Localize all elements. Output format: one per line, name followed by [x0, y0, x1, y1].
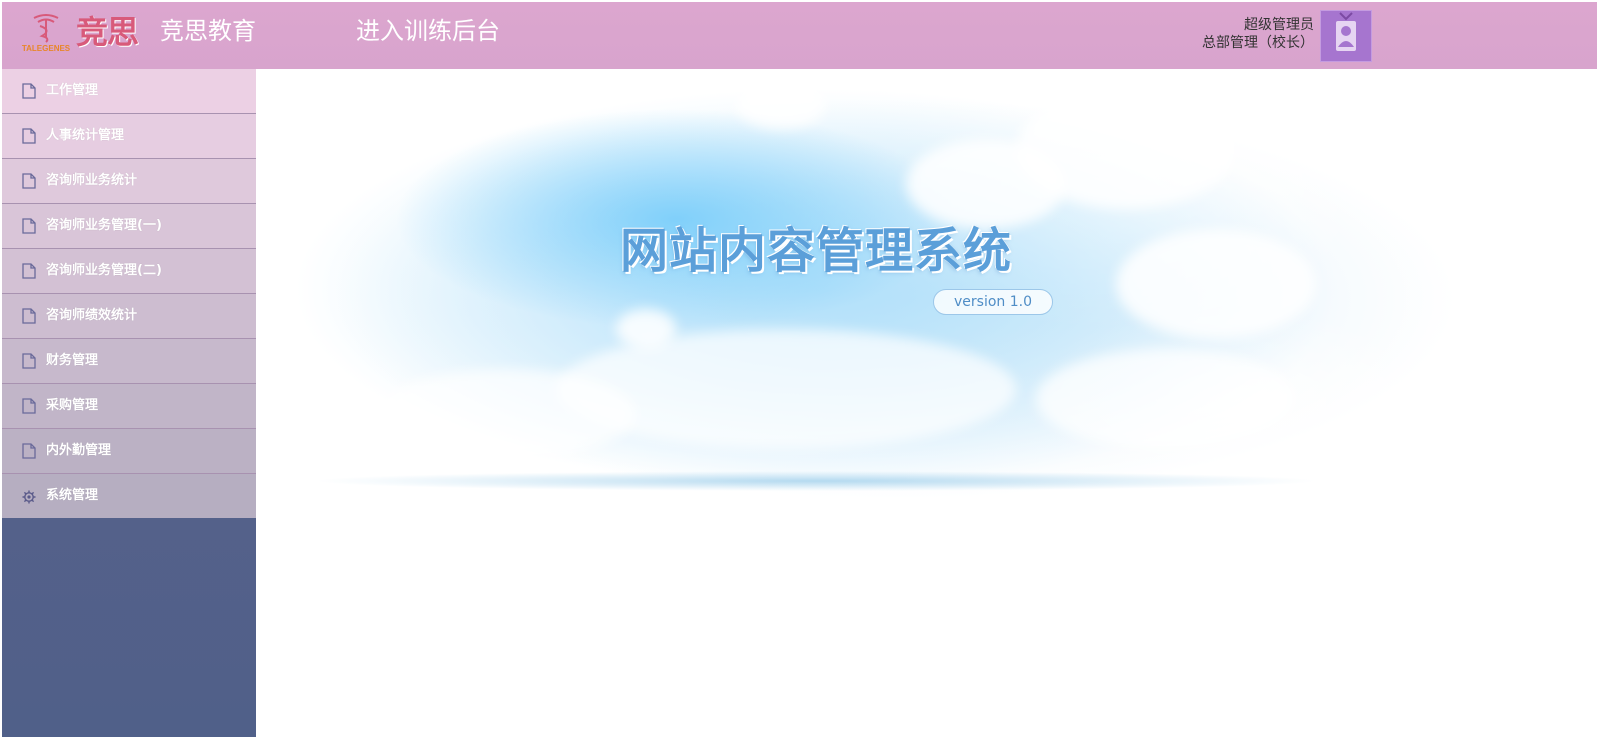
sidebar-item-label: 内外勤管理 [46, 443, 112, 458]
gear-icon [22, 490, 36, 504]
sidebar-item-attendance[interactable]: 内外勤管理 [2, 429, 256, 474]
document-icon [22, 263, 36, 279]
document-icon [22, 218, 36, 234]
sidebar-item-system[interactable]: 系统管理 [2, 474, 256, 518]
user-badge-icon [1336, 12, 1356, 51]
sidebar-item-hr-stats[interactable]: 人事统计管理 [2, 114, 256, 159]
sidebar-item-label: 咨询师业务管理(二) [46, 263, 162, 278]
page-title: 网站内容管理系统 [619, 223, 1012, 279]
logo-sub: TALEGENES [22, 44, 71, 53]
sidebar-item-label: 咨询师业务管理(一) [46, 218, 162, 233]
enter-training-backend-link[interactable]: 进入训练后台 [356, 17, 500, 45]
sidebar: 工作管理 人事统计管理 咨询师业务统计 咨询师业务管理(一) 咨询师业务管理(二… [2, 69, 256, 737]
logo: TALEGENES 竞思 [20, 12, 150, 54]
sidebar-item-work[interactable]: 工作管理 [2, 69, 256, 114]
sky-background [256, 69, 1597, 539]
version-badge: version 1.0 [933, 289, 1053, 315]
document-icon [22, 173, 36, 189]
avatar[interactable] [1320, 10, 1372, 62]
sidebar-item-finance[interactable]: 财务管理 [2, 339, 256, 384]
document-icon [22, 398, 36, 414]
document-icon [22, 443, 36, 459]
sidebar-item-consultant-mgmt-2[interactable]: 咨询师业务管理(二) [2, 249, 256, 294]
sidebar-item-label: 采购管理 [46, 398, 99, 413]
logo-mark-icon: TALEGENES [22, 14, 71, 53]
logo-text: 竞思 [76, 13, 139, 51]
document-icon [22, 308, 36, 324]
sidebar-item-consultant-mgmt-1[interactable]: 咨询师业务管理(一) [2, 204, 256, 249]
document-icon [22, 83, 36, 99]
sidebar-item-purchasing[interactable]: 采购管理 [2, 384, 256, 429]
document-icon [22, 353, 36, 369]
user-role: 总部管理（校长） [1202, 35, 1314, 51]
user-name: 超级管理员 [1244, 17, 1314, 33]
sidebar-item-label: 人事统计管理 [46, 128, 125, 143]
sidebar-item-label: 系统管理 [46, 488, 99, 503]
sidebar-item-label: 工作管理 [46, 83, 99, 98]
sidebar-item-label: 咨询师绩效统计 [46, 308, 138, 323]
sidebar-item-consultant-performance[interactable]: 咨询师绩效统计 [2, 294, 256, 339]
top-header: TALEGENES 竞思 竞思教育 进入训练后台 超级管理员 总部管理（校长） [2, 2, 1597, 69]
document-icon [22, 128, 36, 144]
sidebar-item-label: 咨询师业务统计 [46, 173, 138, 188]
user-info: 超级管理员 总部管理（校长） [1142, 16, 1314, 52]
sidebar-item-consultant-stats[interactable]: 咨询师业务统计 [2, 159, 256, 204]
brand-name: 竞思教育 [160, 17, 256, 45]
sidebar-item-label: 财务管理 [46, 353, 99, 368]
main-content: 网站内容管理系统 version 1.0 [256, 69, 1597, 737]
